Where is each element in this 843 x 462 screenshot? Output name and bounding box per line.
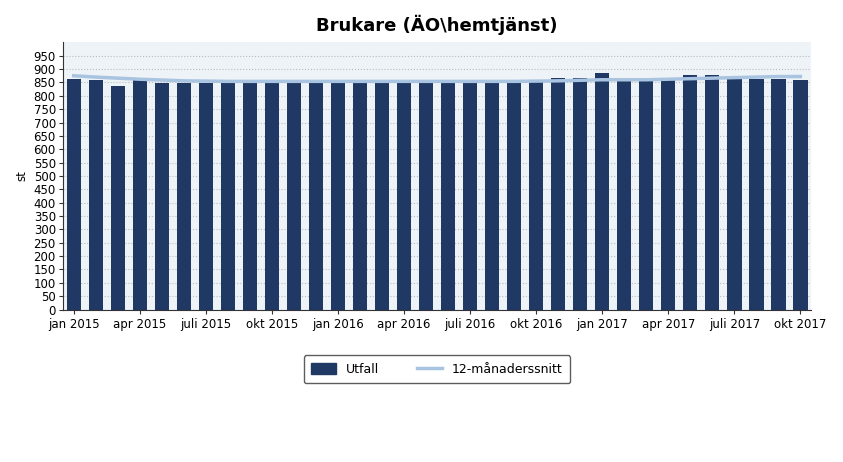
Bar bbox=[265, 81, 279, 310]
Bar bbox=[661, 79, 675, 310]
Bar bbox=[793, 80, 808, 310]
Bar bbox=[110, 86, 125, 310]
Bar bbox=[67, 79, 81, 310]
Bar bbox=[132, 80, 147, 310]
Bar bbox=[154, 83, 169, 310]
Bar bbox=[529, 80, 544, 310]
Bar bbox=[89, 80, 103, 310]
Bar bbox=[441, 83, 455, 310]
Bar bbox=[507, 83, 521, 310]
Bar bbox=[419, 83, 433, 310]
Bar bbox=[728, 77, 742, 310]
Bar bbox=[639, 80, 653, 310]
Bar bbox=[573, 78, 588, 310]
Bar bbox=[177, 83, 191, 310]
Bar bbox=[243, 83, 257, 310]
Bar bbox=[287, 80, 301, 310]
Bar bbox=[221, 83, 235, 310]
Bar bbox=[353, 83, 368, 310]
Bar bbox=[309, 81, 323, 310]
Bar bbox=[706, 75, 719, 310]
Bar bbox=[617, 79, 631, 310]
Bar bbox=[551, 79, 566, 310]
Bar bbox=[485, 83, 499, 310]
Legend: Utfall, 12-månaderssnitt: Utfall, 12-månaderssnitt bbox=[303, 355, 571, 383]
Y-axis label: st: st bbox=[15, 170, 28, 182]
Bar bbox=[595, 73, 609, 310]
Bar bbox=[397, 83, 411, 310]
Bar bbox=[749, 79, 764, 310]
Bar bbox=[683, 75, 697, 310]
Bar bbox=[375, 83, 389, 310]
Title: Brukare (ÄO\hemtjänst): Brukare (ÄO\hemtjänst) bbox=[316, 15, 558, 35]
Bar bbox=[463, 83, 477, 310]
Bar bbox=[330, 80, 345, 310]
Bar bbox=[771, 79, 786, 310]
Bar bbox=[199, 83, 213, 310]
